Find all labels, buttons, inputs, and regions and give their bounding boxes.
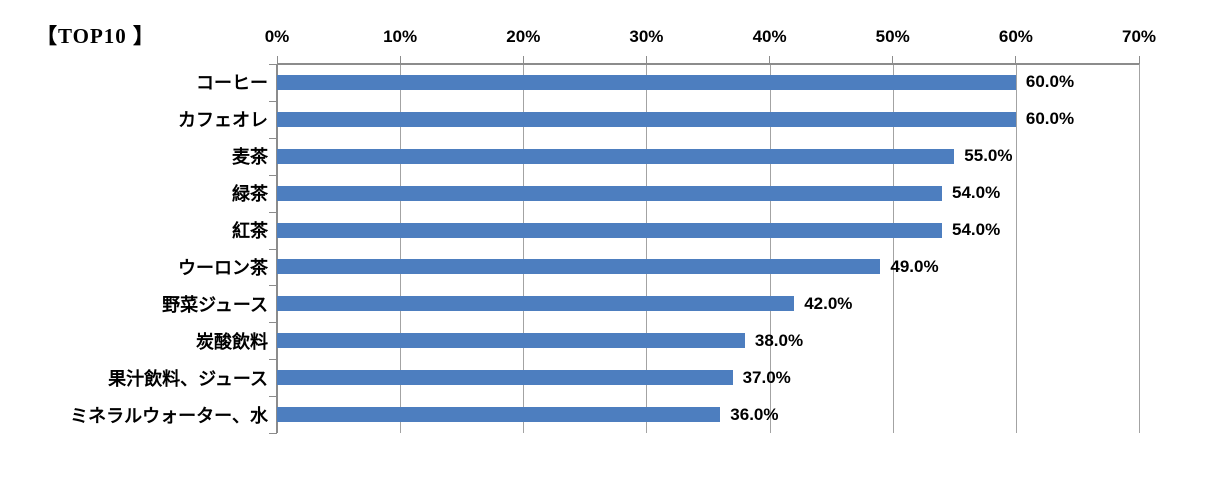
- y-axis-line: [276, 64, 278, 433]
- bar-value-label: 42.0%: [804, 293, 853, 313]
- bar: [277, 185, 942, 201]
- category-axis-tick: [269, 137, 277, 139]
- axis-tick: [399, 56, 401, 64]
- axis-tick: [276, 56, 278, 64]
- axis-tick: [1138, 56, 1140, 64]
- category-axis-tick: [269, 285, 277, 287]
- x-tick-label: 10%: [383, 27, 418, 46]
- bar: [277, 296, 795, 312]
- category-label: コーヒー: [196, 73, 268, 94]
- category-label: カフェオレ: [178, 110, 268, 131]
- category-axis-tick: [269, 100, 277, 102]
- category-axis-tick: [269, 396, 277, 398]
- x-tick-label: 70%: [1121, 27, 1157, 46]
- x-tick-label: 40%: [752, 27, 787, 46]
- bar: [277, 74, 1016, 90]
- category-label: 野菜ジュース: [162, 294, 268, 315]
- gridline: [400, 64, 402, 433]
- bar: [277, 370, 733, 386]
- axis-tick: [1015, 56, 1017, 64]
- category-label: ミネラルウォーター、水: [70, 405, 268, 426]
- x-tick-label: 50%: [875, 27, 910, 46]
- category-label: 紅茶: [232, 221, 268, 242]
- bar-value-label: 60.0%: [1025, 72, 1075, 92]
- gridline: [1015, 64, 1017, 433]
- axis-tick: [769, 56, 771, 64]
- plot-area: 60.0% 60.0% 55.0% 54.0% 54.0% 49.0% 42.0% 38.0%…: [269, 56, 1140, 434]
- bar-value-label: 60.0%: [1025, 109, 1075, 129]
- category-label: 緑茶: [232, 184, 268, 205]
- category-axis-tick: [269, 359, 277, 361]
- bar-value-label: 49.0%: [890, 256, 939, 276]
- category-axis-tick: [269, 211, 277, 213]
- bar: [277, 111, 1016, 127]
- axis-tick: [892, 56, 894, 64]
- x-tick-label: 20%: [506, 27, 541, 46]
- category-axis-tick: [269, 433, 277, 434]
- bar: [277, 259, 881, 275]
- category-label: 炭酸飲料: [196, 331, 268, 352]
- category-axis-tick: [269, 174, 277, 176]
- bar: [277, 407, 721, 422]
- bar-value-label: 37.0%: [742, 367, 791, 387]
- gridline: [1139, 64, 1140, 433]
- gridline: [646, 64, 648, 433]
- chart-title: 【TOP10 】: [36, 24, 156, 48]
- x-tick-label: 30%: [629, 27, 664, 46]
- gridline: [892, 64, 894, 433]
- x-axis: 0% 10% 20% 30% 40% 50% 60% 70%: [0, 0, 1218, 60]
- gridline: [769, 64, 771, 433]
- x-tick-label: 0%: [264, 27, 290, 46]
- category-label: 果汁飲料、ジュース: [108, 368, 268, 389]
- x-tick-label: 60%: [998, 27, 1033, 46]
- bar: [277, 333, 745, 349]
- gridline: [523, 64, 525, 433]
- bar: [277, 148, 955, 164]
- category-axis-tick: [269, 322, 277, 324]
- bar-value-label: 55.0%: [964, 146, 1013, 166]
- category-label: 麦茶: [232, 147, 268, 168]
- x-axis-line: [277, 63, 1139, 65]
- axis-tick: [522, 56, 524, 64]
- bar-value-label: 36.0%: [730, 404, 779, 424]
- bar: [277, 222, 942, 238]
- bar-value-label: 54.0%: [952, 220, 1001, 240]
- bar-value-label: 54.0%: [952, 183, 1001, 203]
- category-axis-tick: [269, 248, 277, 250]
- category-label: ウーロン茶: [178, 257, 268, 278]
- axis-tick: [645, 56, 647, 64]
- category-axis-tick: [269, 64, 277, 65]
- bar-value-label: 38.0%: [754, 330, 804, 350]
- category-axis-labels: コーヒーカフェオレ麦茶緑茶紅茶ウーロン茶野菜ジュース炭酸飲料果汁飲料、ジュースミ…: [0, 64, 268, 433]
